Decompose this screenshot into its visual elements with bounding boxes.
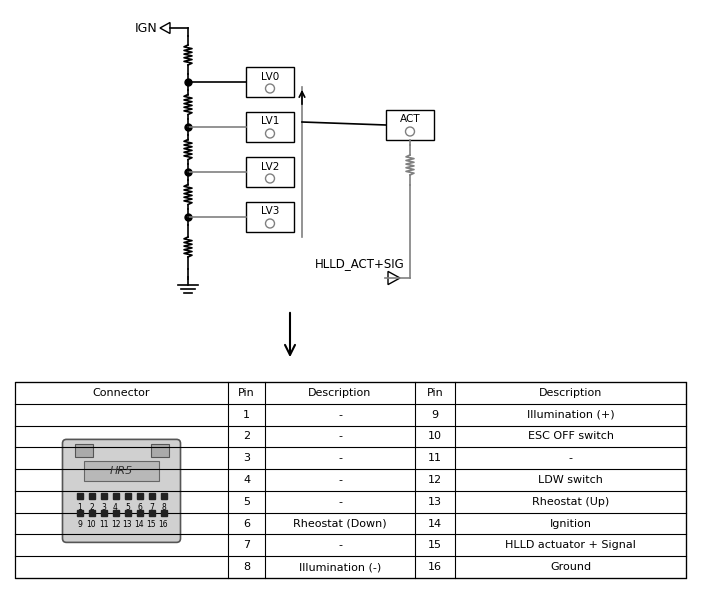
Text: 16: 16 — [158, 520, 168, 529]
Text: Description: Description — [308, 388, 372, 398]
Text: Illumination (+): Illumination (+) — [526, 409, 614, 420]
Text: Pin: Pin — [238, 388, 255, 398]
Text: 16: 16 — [428, 562, 442, 572]
Text: LDW switch: LDW switch — [538, 475, 603, 485]
Text: 4: 4 — [113, 504, 118, 513]
Circle shape — [266, 84, 275, 93]
Bar — [15, 382, 686, 578]
Text: LV0: LV0 — [261, 72, 279, 82]
Bar — [246, 157, 294, 187]
Bar — [246, 67, 294, 97]
Text: 14: 14 — [428, 519, 442, 529]
Text: -: - — [338, 497, 342, 507]
Text: LV2: LV2 — [261, 162, 279, 172]
Text: 10: 10 — [428, 432, 442, 442]
Text: -: - — [338, 475, 342, 485]
Text: Ground: Ground — [550, 562, 591, 572]
Text: Rheostat (Up): Rheostat (Up) — [532, 497, 609, 507]
Text: 3: 3 — [243, 453, 250, 463]
Bar — [151, 445, 168, 457]
Text: Connector: Connector — [93, 388, 150, 398]
Text: ESC OFF switch: ESC OFF switch — [527, 432, 613, 442]
Text: 6: 6 — [137, 504, 142, 513]
Polygon shape — [388, 271, 400, 285]
Text: IGN: IGN — [135, 21, 157, 35]
Text: 15: 15 — [147, 520, 156, 529]
Polygon shape — [160, 23, 170, 33]
Text: 11: 11 — [428, 453, 442, 463]
Text: 11: 11 — [99, 520, 108, 529]
Bar — [386, 110, 434, 140]
Text: 5: 5 — [125, 504, 130, 513]
Circle shape — [266, 219, 275, 228]
Text: LV1: LV1 — [261, 116, 279, 126]
Text: Rheostat (Down): Rheostat (Down) — [293, 519, 387, 529]
Text: 2: 2 — [243, 432, 250, 442]
Text: 8: 8 — [243, 562, 250, 572]
Text: HLLD actuator + Signal: HLLD actuator + Signal — [505, 541, 636, 550]
Text: 9: 9 — [77, 520, 82, 529]
Circle shape — [266, 129, 275, 138]
Text: 15: 15 — [428, 541, 442, 550]
Text: 12: 12 — [428, 475, 442, 485]
Text: 12: 12 — [111, 520, 121, 529]
FancyBboxPatch shape — [62, 439, 180, 542]
Text: 3: 3 — [101, 504, 106, 513]
Text: 7: 7 — [149, 504, 154, 513]
Text: 2: 2 — [89, 504, 94, 513]
Text: 8: 8 — [161, 504, 166, 513]
Text: -: - — [338, 432, 342, 442]
Bar — [84, 461, 159, 481]
Text: 6: 6 — [243, 519, 250, 529]
Circle shape — [266, 174, 275, 183]
Text: -: - — [569, 453, 573, 463]
Text: HLLD_ACT+SIG: HLLD_ACT+SIG — [315, 257, 404, 271]
Text: 7: 7 — [243, 541, 250, 550]
Text: Pin: Pin — [427, 388, 443, 398]
Text: 10: 10 — [87, 520, 96, 529]
Text: 4: 4 — [243, 475, 250, 485]
Text: -: - — [338, 453, 342, 463]
Bar — [246, 202, 294, 232]
Bar — [74, 445, 93, 457]
Text: 14: 14 — [135, 520, 144, 529]
Text: Ignition: Ignition — [550, 519, 592, 529]
Text: HR5: HR5 — [110, 466, 133, 476]
Text: Description: Description — [539, 388, 602, 398]
Text: ACT: ACT — [400, 114, 421, 125]
Text: -: - — [338, 409, 342, 420]
Text: 1: 1 — [77, 504, 82, 513]
Circle shape — [405, 127, 414, 136]
Text: 13: 13 — [428, 497, 442, 507]
Text: 5: 5 — [243, 497, 250, 507]
Text: 13: 13 — [123, 520, 132, 529]
Text: 9: 9 — [431, 409, 439, 420]
Text: 1: 1 — [243, 409, 250, 420]
Bar — [246, 112, 294, 142]
Text: LV3: LV3 — [261, 206, 279, 216]
Text: Illumination (-): Illumination (-) — [299, 562, 381, 572]
Text: -: - — [338, 541, 342, 550]
